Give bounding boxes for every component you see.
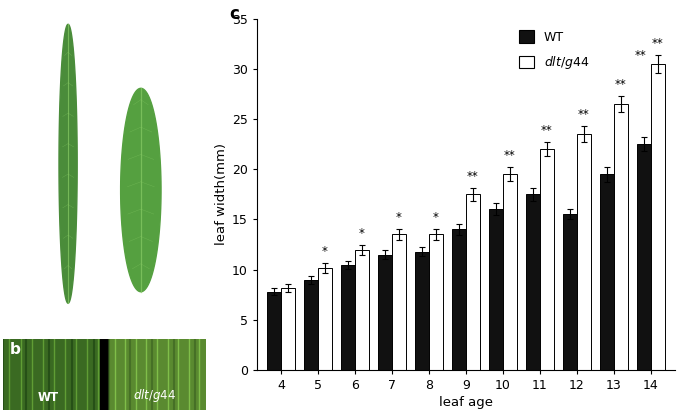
Text: *: * — [396, 212, 402, 224]
Bar — [355, 250, 369, 370]
Bar — [281, 288, 295, 370]
Text: b: b — [10, 342, 21, 357]
Text: **: ** — [578, 108, 590, 121]
Text: **: ** — [504, 149, 516, 162]
Polygon shape — [59, 24, 77, 303]
Bar — [488, 209, 503, 370]
Bar — [636, 144, 651, 370]
Text: $dlt/g44$: $dlt/g44$ — [134, 387, 177, 404]
Text: *: * — [433, 212, 439, 224]
Bar — [466, 194, 480, 370]
Bar — [101, 339, 108, 410]
Bar — [304, 280, 318, 370]
X-axis label: leaf age: leaf age — [439, 396, 493, 409]
Text: **: ** — [652, 37, 664, 50]
Text: **: ** — [615, 78, 627, 91]
Bar — [429, 234, 443, 370]
Text: c: c — [229, 5, 240, 23]
Bar — [415, 252, 429, 370]
Bar — [392, 234, 406, 370]
Bar — [651, 64, 664, 370]
Bar — [267, 292, 281, 370]
Y-axis label: leaf width(mm): leaf width(mm) — [215, 143, 228, 245]
Bar — [525, 194, 540, 370]
Bar — [341, 265, 355, 370]
Bar — [540, 149, 553, 370]
Text: $dlt/g44$: $dlt/g44$ — [119, 309, 162, 326]
Text: **: ** — [541, 124, 553, 137]
Bar — [3, 339, 104, 410]
Text: a: a — [10, 16, 20, 31]
Text: *: * — [359, 227, 365, 240]
Bar — [614, 104, 627, 370]
Bar — [577, 134, 590, 370]
Text: **: ** — [635, 49, 647, 62]
Polygon shape — [121, 88, 161, 292]
Legend: WT, $dlt/g44$: WT, $dlt/g44$ — [514, 25, 595, 76]
Bar — [599, 174, 614, 370]
Bar — [562, 214, 577, 370]
Text: WT: WT — [37, 391, 58, 404]
Text: *: * — [322, 245, 328, 257]
Bar — [503, 174, 516, 370]
Bar — [318, 268, 332, 370]
Bar — [451, 229, 466, 370]
Bar — [108, 339, 206, 410]
Text: **: ** — [467, 170, 479, 183]
Text: WT: WT — [58, 313, 79, 326]
Bar — [378, 255, 392, 370]
